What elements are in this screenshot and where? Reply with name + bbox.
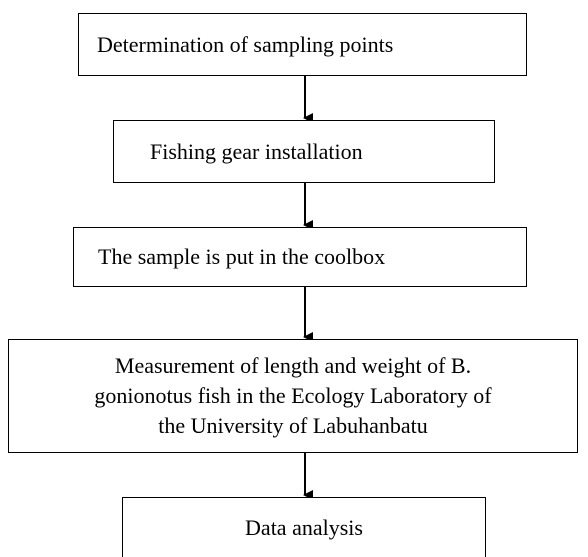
step-label: Data analysis — [245, 515, 363, 540]
step-box: Data analysis — [122, 497, 486, 557]
step-label-line: the University of Labuhanbatu — [158, 413, 428, 438]
step-box: Determination of sampling points — [78, 13, 527, 76]
step-label: Fishing gear installation — [150, 138, 363, 164]
step-label: The sample is put in the coolbox — [98, 244, 386, 269]
step-box: Measurement of length and weight of B. g… — [8, 339, 578, 453]
step-label-line: Measurement of length and weight of B. — [114, 353, 472, 378]
step-label-line: gonionotus fish in the Ecology Laborator… — [94, 383, 492, 408]
step-box: Fishing gear installation — [113, 120, 495, 183]
step-label: Determination of sampling points — [97, 31, 394, 57]
step-box: The sample is put in the coolbox — [73, 227, 527, 287]
